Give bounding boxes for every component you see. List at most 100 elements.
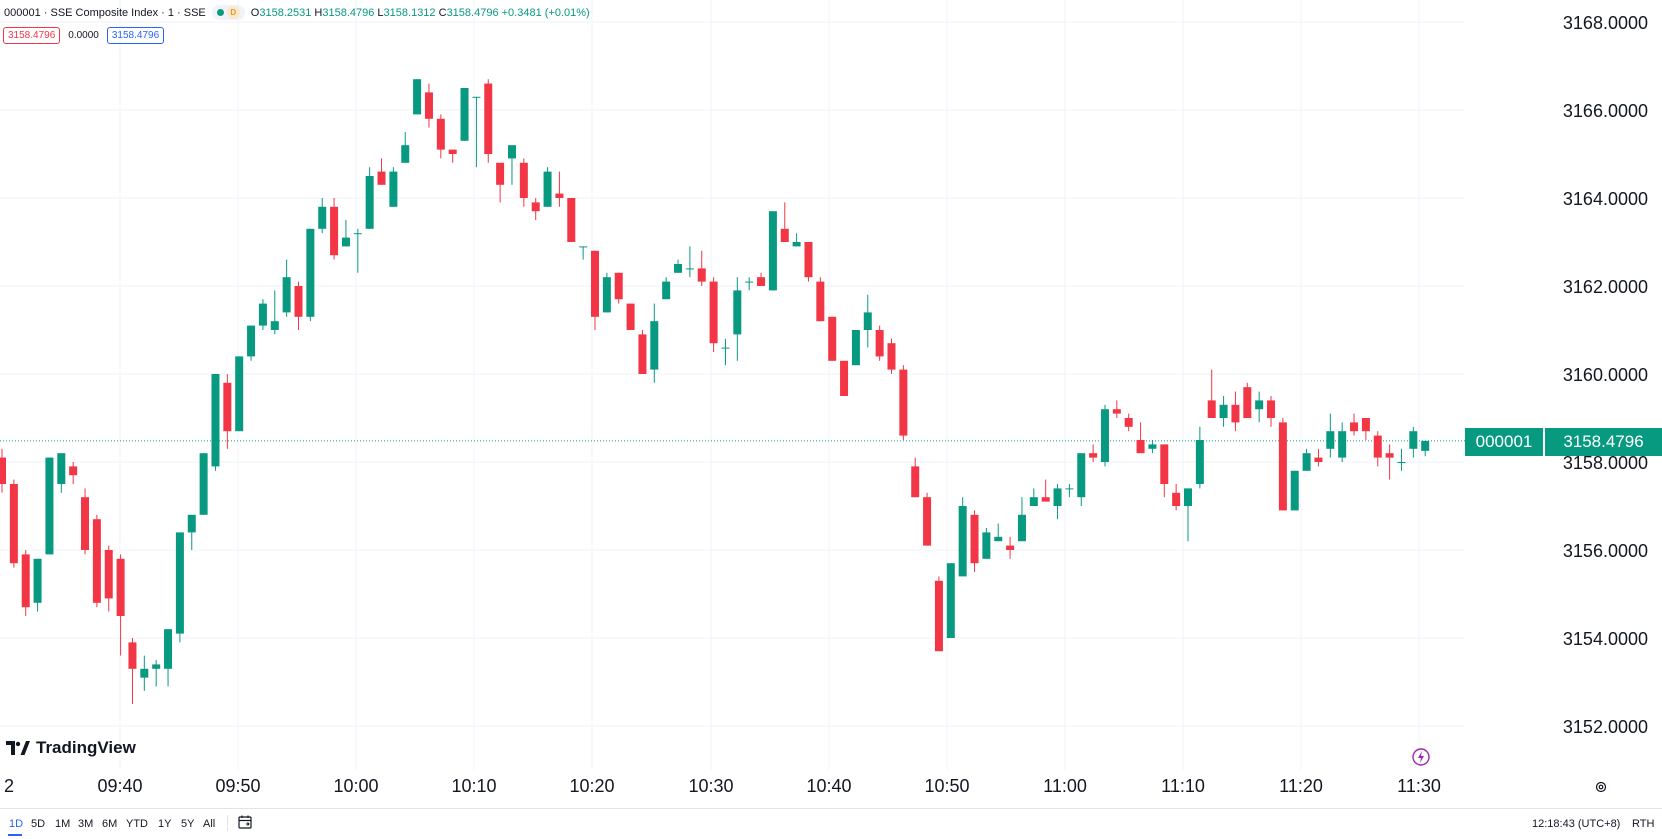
candlestick-chart[interactable]: 3152.0000 3154.0000 3156.0000 3158.0000 3160…: [0, 0, 1662, 808]
x-tick-label: 2: [4, 776, 14, 796]
candle-body: [934, 580, 943, 652]
x-tick-label: 10:20: [569, 776, 614, 796]
session-toggle[interactable]: RTH: [1632, 818, 1655, 830]
candle: [816, 277, 825, 322]
range-6m-button[interactable]: 6M: [102, 818, 118, 830]
candle-body: [1350, 422, 1359, 432]
candle-body: [1160, 444, 1169, 484]
candle: [851, 330, 860, 366]
candle: [436, 114, 445, 159]
candle: [804, 242, 813, 282]
candle-body: [57, 453, 66, 484]
candle-body: [81, 497, 90, 550]
candle-body: [294, 286, 303, 317]
candle-body: [899, 369, 908, 436]
low-label: L: [377, 6, 384, 19]
candle-body: [602, 277, 611, 313]
grid-lines: [0, 0, 1465, 770]
high-value: 3158.4796: [322, 6, 375, 19]
candle: [377, 158, 386, 185]
range-5y-button[interactable]: 5Y: [181, 818, 195, 830]
price-tag-value: 3158.4796: [1545, 428, 1662, 456]
candle-body: [413, 79, 422, 115]
x-tick-label: 11:30: [1397, 776, 1441, 796]
market-open-dot-icon: [216, 9, 224, 16]
candle-body: [1041, 497, 1050, 502]
candle: [863, 294, 872, 348]
market-status[interactable]: D: [211, 5, 245, 20]
y-tick-label: 3162.0000: [1563, 277, 1648, 297]
candle: [1243, 382, 1252, 418]
clock-readout[interactable]: 12:18:43 (UTC+8): [1532, 818, 1621, 830]
candle-body: [1314, 457, 1323, 462]
candle: [1184, 488, 1192, 542]
candle-body: [424, 92, 433, 119]
candle: [1326, 413, 1335, 458]
candle-body: [1124, 418, 1133, 427]
candle-body: [1409, 431, 1418, 449]
calendar-icon[interactable]: [237, 814, 253, 830]
ohlc-values: O3158.2531 H3158.4796 L3158.1312 C3158.4…: [251, 7, 590, 19]
gear-icon[interactable]: [1595, 781, 1607, 793]
candle: [484, 79, 493, 163]
candle-body: [69, 466, 78, 476]
symbol-title[interactable]: 000001 · SSE Composite Index · 1 · SSE: [4, 6, 206, 19]
candle-body: [709, 281, 718, 344]
bid-badge[interactable]: 3158.4796: [3, 27, 61, 44]
ask-badge[interactable]: 3158.4796: [106, 27, 165, 44]
candle: [365, 167, 374, 229]
price-tag-symbol: 000001: [1465, 428, 1543, 456]
x-tick-label: 10:30: [688, 776, 733, 796]
range-1m-button[interactable]: 1M: [55, 818, 71, 830]
range-all-button[interactable]: All: [203, 818, 216, 830]
candle-body: [1100, 409, 1109, 462]
candle-body: [555, 193, 564, 198]
close-label: C: [438, 6, 447, 19]
candle-body: [401, 145, 410, 163]
candle: [1053, 484, 1062, 520]
candle: [709, 277, 718, 352]
candle-body: [792, 242, 801, 247]
y-tick-label: 3168.0000: [1563, 13, 1648, 33]
candle: [1172, 484, 1181, 511]
x-tick-label: 10:00: [333, 776, 378, 796]
candle: [116, 554, 125, 656]
candle-body: [887, 343, 896, 370]
candle-body: [1231, 404, 1240, 423]
candle: [401, 132, 410, 163]
candle-body: [140, 668, 149, 678]
candle: [1290, 470, 1299, 511]
x-tick-label: 11:10: [1161, 776, 1205, 796]
candle: [899, 365, 908, 440]
candle-body: [840, 360, 849, 396]
range-3m-button[interactable]: 3M: [78, 818, 94, 830]
candle: [21, 550, 30, 616]
tradingview-logo[interactable]: TradingView: [6, 738, 136, 758]
candle-body: [685, 268, 694, 270]
candle: [1385, 444, 1394, 480]
candle: [792, 233, 801, 247]
candle: [223, 374, 232, 449]
candle-body: [911, 466, 920, 498]
range-ytd-button[interactable]: YTD: [126, 818, 148, 830]
price-axis[interactable]: 3152.0000 3154.0000 3156.0000 3158.0000 3160…: [1563, 13, 1648, 737]
y-tick-label: 3158.0000: [1563, 453, 1648, 473]
range-1y-button[interactable]: 1Y: [158, 818, 172, 830]
candle-body: [567, 198, 576, 242]
candle: [602, 272, 611, 313]
candle: [733, 277, 742, 361]
time-axis[interactable]: 2 09:40 09:50 10:00 10:10 10:20 10:30 10:40 10:5…: [4, 776, 1441, 796]
candle-body: [1267, 400, 1276, 418]
candle-body: [104, 550, 113, 599]
candle-body: [1006, 545, 1015, 550]
range-5d-button[interactable]: 5D: [31, 818, 46, 830]
candle: [282, 259, 291, 317]
x-tick-label: 11:00: [1043, 776, 1087, 796]
candle: [1207, 369, 1216, 418]
lightning-icon[interactable]: [1411, 747, 1431, 767]
symbol-legend[interactable]: 000001 · SSE Composite Index · 1 · SSE D…: [4, 5, 590, 20]
candle-body: [1065, 488, 1074, 490]
candle: [1302, 448, 1311, 471]
range-1d-button[interactable]: 1D: [9, 818, 24, 830]
candle-body: [1326, 431, 1335, 449]
